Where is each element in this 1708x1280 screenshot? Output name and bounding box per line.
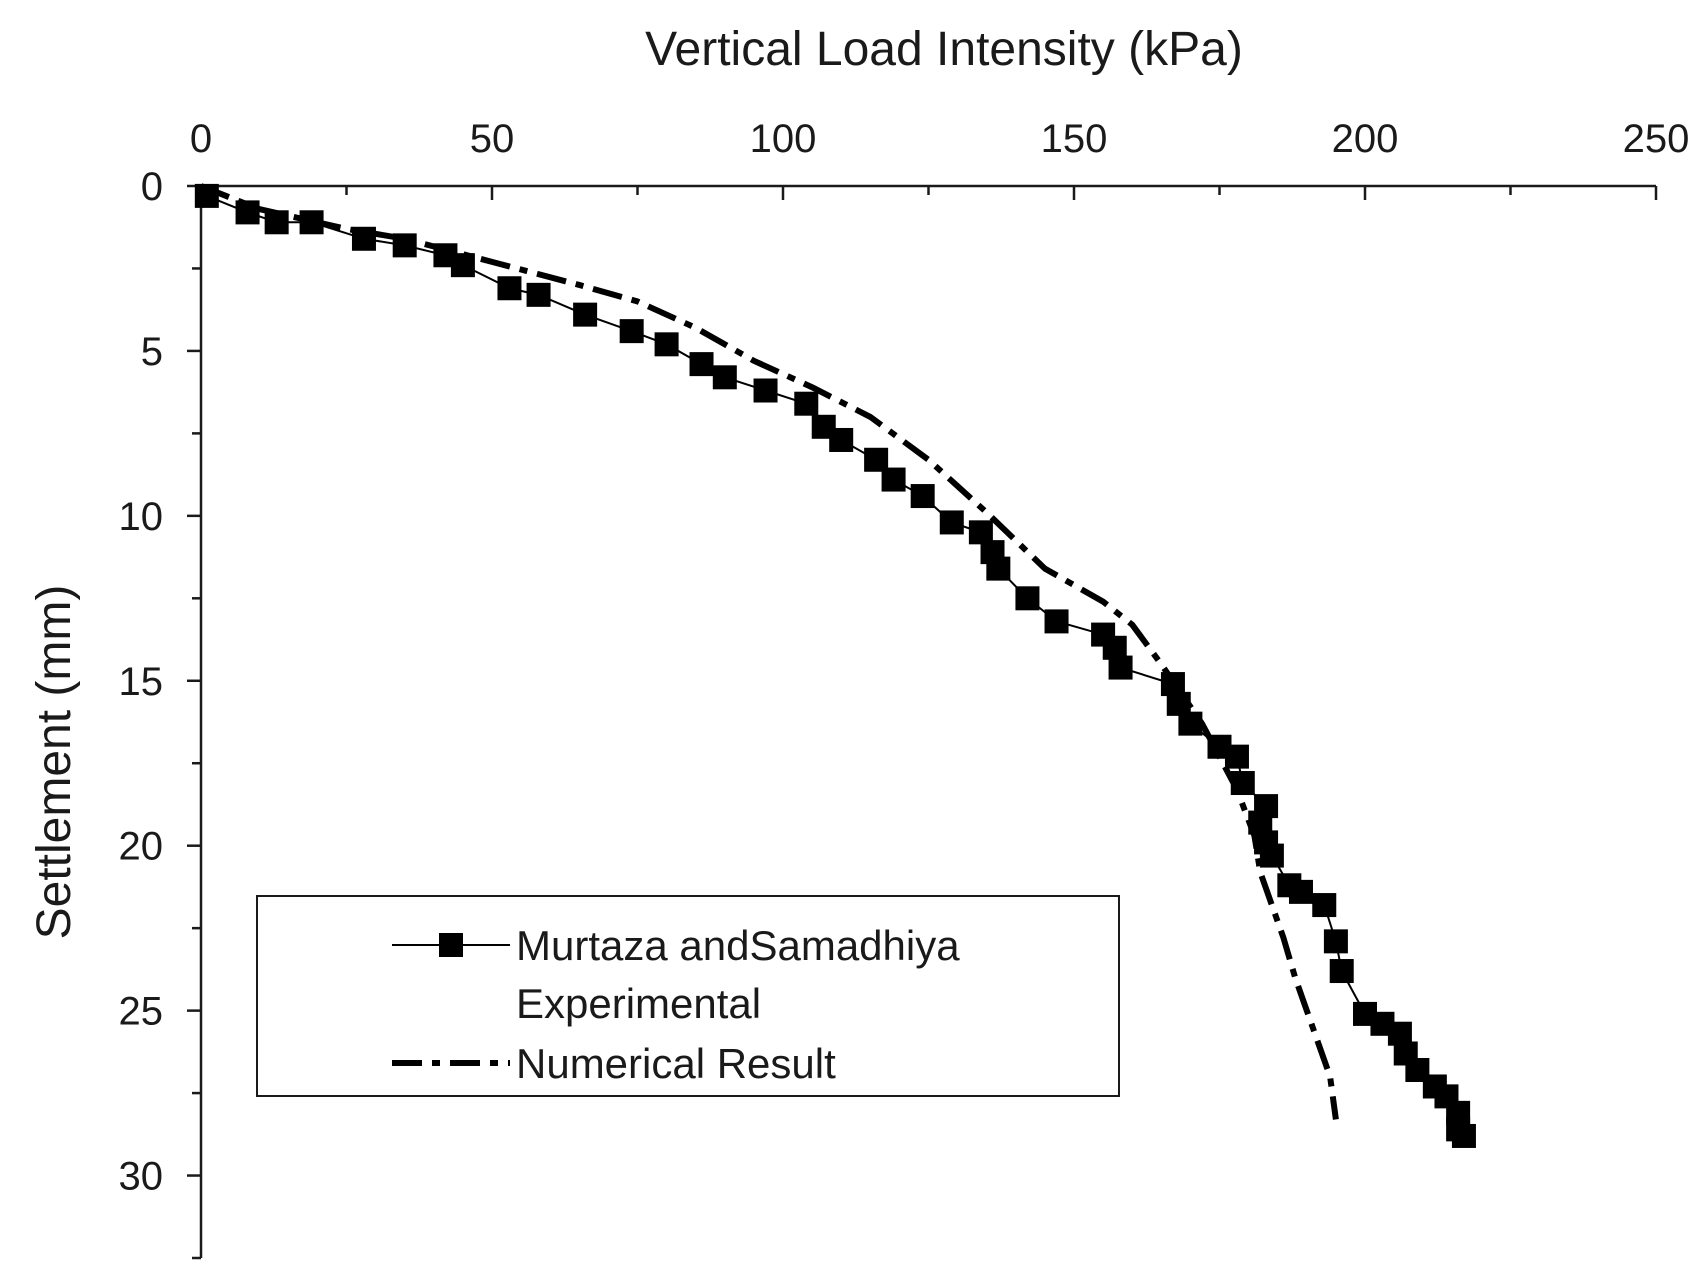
numerical-result-line xyxy=(199,183,1339,1120)
y-tick-label: 10 xyxy=(119,495,164,539)
experimental-point xyxy=(689,352,714,377)
experimental-point xyxy=(1323,929,1348,954)
experimental-point xyxy=(573,302,598,327)
x-tick-label: 50 xyxy=(470,117,515,161)
experimental-point xyxy=(1259,843,1284,868)
experimental-point xyxy=(712,365,737,390)
experimental-point xyxy=(264,210,289,235)
experimental-point xyxy=(986,556,1011,581)
experimental-point xyxy=(450,253,475,278)
legend-experimental-label-1: Murtaza andSamadhiya xyxy=(516,922,960,969)
y-axis-title: Settlement (mm) xyxy=(28,585,81,940)
experimental-point xyxy=(299,210,324,235)
experimental-point xyxy=(1015,586,1040,611)
experimental-point xyxy=(794,391,819,416)
y-tick-label: 20 xyxy=(119,825,164,869)
series-layer xyxy=(194,183,1476,1148)
x-tick-label: 100 xyxy=(750,117,817,161)
y-axis-ticks: 0 5 10 15 20 25 30 xyxy=(119,165,201,1260)
legend-numerical-label: Numerical Result xyxy=(516,1040,836,1087)
experimental-point xyxy=(497,276,522,301)
x-axis-ticks: 0 50 100 150 200 250 xyxy=(190,117,1690,200)
experimental-point xyxy=(1178,711,1203,736)
y-tick-label: 30 xyxy=(119,1155,164,1199)
x-tick-label: 200 xyxy=(1332,117,1399,161)
experimental-point xyxy=(1451,1123,1476,1148)
y-tick-label: 15 xyxy=(119,660,164,704)
experimental-point xyxy=(910,484,935,509)
legend-experimental-label-2: Experimental xyxy=(516,980,761,1027)
experimental-point xyxy=(1224,744,1249,769)
experimental-point xyxy=(194,183,219,208)
experimental-point xyxy=(829,427,854,452)
legend-experimental-marker xyxy=(439,933,463,957)
experimental-point xyxy=(235,200,260,225)
legend: Murtaza andSamadhiya Experimental Numeri… xyxy=(256,895,1120,1097)
experimental-point xyxy=(526,282,551,307)
experimental-point xyxy=(753,378,778,403)
x-axis-title: Vertical Load Intensity (kPa) xyxy=(645,23,1243,76)
experimental-point xyxy=(939,510,964,535)
experimental-point xyxy=(1108,655,1133,680)
x-tick-label: 0 xyxy=(190,117,212,161)
y-tick-label: 0 xyxy=(141,165,163,209)
experimental-point xyxy=(1288,879,1313,904)
experimental-point xyxy=(392,233,417,258)
experimental-point xyxy=(654,332,679,357)
experimental-point xyxy=(1044,609,1069,634)
y-tick-label: 5 xyxy=(141,330,163,374)
x-tick-label: 150 xyxy=(1041,117,1108,161)
experimental-point xyxy=(1230,771,1255,796)
experimental-point xyxy=(1312,893,1337,918)
experimental-point xyxy=(1329,959,1354,984)
experimental-point xyxy=(881,467,906,492)
y-tick-label: 25 xyxy=(119,990,164,1034)
experimental-point xyxy=(619,319,644,344)
x-tick-label: 250 xyxy=(1623,117,1690,161)
experimental-point xyxy=(351,226,376,251)
